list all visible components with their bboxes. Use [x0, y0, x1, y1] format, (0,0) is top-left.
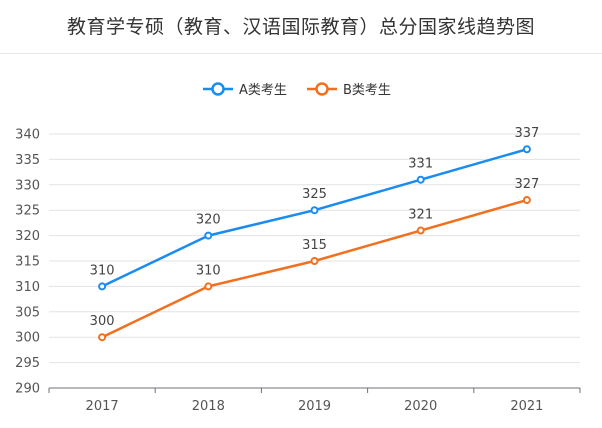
y-tick-label: 325: [15, 204, 40, 219]
data-point[interactable]: [204, 231, 213, 240]
x-tick-label-2021: 2021: [510, 399, 543, 414]
data-label: 315: [302, 238, 327, 253]
legend[interactable]: A类考生 B类考生: [203, 82, 391, 98]
legend-marker-icon: [315, 82, 329, 96]
y-tick-label: 300: [15, 331, 40, 346]
data-label: 325: [302, 187, 327, 202]
legend-marker-icon: [211, 82, 225, 96]
legend-item-b[interactable]: B类考生: [307, 82, 391, 98]
y-tick-label: 290: [15, 382, 40, 397]
title-bar: 教育学专硕（教育、汉语国际教育）总分国家线趋势图: [0, 0, 602, 54]
y-tick-label: 315: [15, 255, 40, 270]
data-label: 337: [514, 126, 539, 141]
legend-label: A类考生: [239, 83, 287, 98]
data-point[interactable]: [310, 257, 319, 265]
legend-item-a[interactable]: A类考生: [203, 82, 287, 98]
y-tick-label: 320: [15, 229, 40, 244]
y-tick-label: 340: [15, 128, 40, 143]
x-tick-label-2018: 2018: [192, 399, 225, 414]
y-tick-label: 330: [15, 178, 40, 193]
data-label: 327: [514, 177, 539, 192]
data-labels: 310 320 325 331 337 300 310 315 321 327: [90, 126, 540, 329]
data-label: 300: [90, 314, 115, 329]
y-tick-label: 295: [15, 356, 40, 371]
x-tick-label-2017: 2017: [86, 399, 119, 414]
data-label: 321: [408, 208, 433, 223]
series: [98, 145, 531, 342]
data-point[interactable]: [98, 333, 107, 342]
data-label: 310: [196, 263, 221, 278]
data-point[interactable]: [98, 282, 107, 291]
y-tick-label: 335: [15, 153, 40, 168]
y-tick-label: 310: [15, 280, 40, 295]
data-point[interactable]: [416, 175, 425, 184]
axes: 290 295 300 305 310 315 320 325 330 335 340 2017 201…: [15, 128, 581, 414]
chart-title: 教育学专硕（教育、汉语国际教育）总分国家线趋势图: [66, 16, 535, 38]
x-tick-label-2019: 2019: [298, 399, 331, 414]
data-point[interactable]: [416, 226, 425, 235]
data-point[interactable]: [310, 206, 319, 215]
data-label: 331: [408, 157, 433, 172]
data-point[interactable]: [522, 145, 531, 154]
data-label: 320: [196, 213, 221, 228]
data-point[interactable]: [204, 282, 213, 291]
x-tick-label-2020: 2020: [404, 399, 437, 414]
data-point[interactable]: [522, 196, 531, 205]
legend-label: B类考生: [343, 83, 391, 98]
y-tick-label: 305: [15, 305, 40, 320]
data-label: 310: [90, 263, 115, 278]
series-line-b: [101, 198, 528, 339]
